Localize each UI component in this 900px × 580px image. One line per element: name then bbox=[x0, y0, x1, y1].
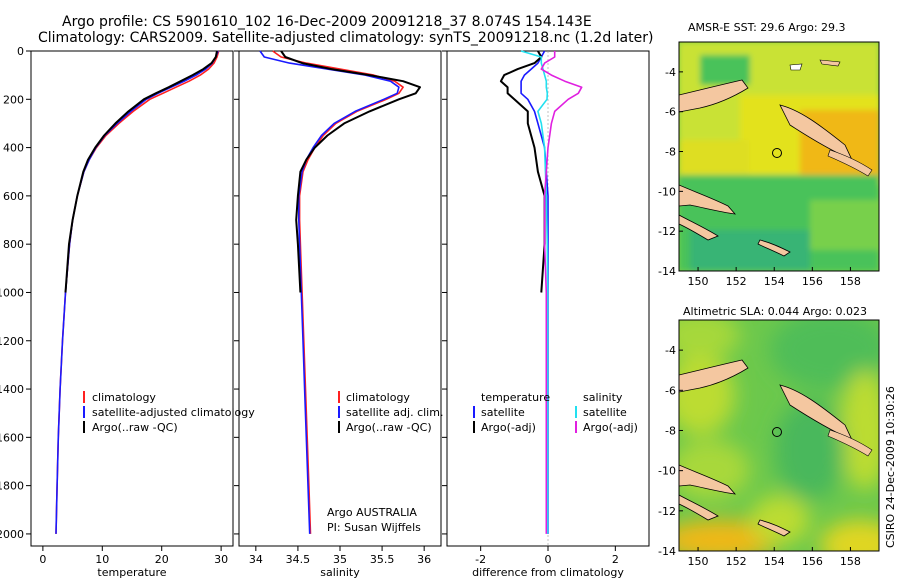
legend-label-climatology: climatology bbox=[92, 391, 156, 404]
sla-map bbox=[679, 320, 879, 551]
map-y-tick-label: -4 bbox=[665, 344, 676, 357]
map-x-tick-label: 152 bbox=[726, 555, 747, 568]
x-tick-label: 10 bbox=[95, 553, 109, 566]
series-line-satellite-adjusted-climatology bbox=[55, 50, 219, 534]
x-tick-label: 34 bbox=[249, 553, 263, 566]
x-tick-label: 35.5 bbox=[370, 553, 395, 566]
legend-label-argo: Argo(..raw -QC) bbox=[346, 421, 432, 434]
map-axes: 150 152 154 156 158 -4 -6 -8 -10 -12 -14 150 152 154 1… bbox=[658, 66, 861, 568]
x-tick-label: 36 bbox=[417, 553, 431, 566]
profile-location-marker bbox=[772, 427, 782, 437]
map-x-tick-label: 158 bbox=[840, 275, 861, 288]
map-x-tick-label: 158 bbox=[840, 555, 861, 568]
x-tick-label: 2 bbox=[612, 553, 619, 566]
y-tick-label: 600 bbox=[3, 190, 24, 203]
profile-location-marker bbox=[772, 148, 782, 158]
y-tick-label: 1200 bbox=[0, 335, 24, 348]
figure-title-line1: Argo profile: CS 5901610_102 16-Dec-2009… bbox=[62, 14, 592, 30]
legend-label-satellite: satellite adj. clim. bbox=[346, 406, 443, 419]
legend-label-satellite: satellite-adjusted climatology bbox=[92, 406, 255, 419]
map-y-tick-label: -4 bbox=[665, 66, 676, 79]
series-line-argo-adj- bbox=[499, 50, 546, 293]
x-axis-label: salinity bbox=[320, 566, 360, 579]
series-line-satellite bbox=[520, 50, 549, 534]
legend-label-temp-satellite: satellite bbox=[481, 406, 525, 419]
x-tick-label: 20 bbox=[155, 553, 169, 566]
map-x-tick-label: 150 bbox=[688, 275, 709, 288]
profile-axes: 0102030temperature0200400600800100012001… bbox=[0, 45, 624, 579]
map-x-tick-label: 156 bbox=[802, 555, 823, 568]
map-x-tick-label: 152 bbox=[726, 275, 747, 288]
y-tick-label: 200 bbox=[3, 93, 24, 106]
map-y-tick-label: -14 bbox=[658, 545, 676, 558]
y-tick-label: 1600 bbox=[0, 431, 24, 444]
pi-credit: PI: Susan Wijffels bbox=[327, 521, 421, 534]
y-tick-label: 800 bbox=[3, 238, 24, 251]
legend-label-sal-satellite: satellite bbox=[583, 406, 627, 419]
series-line-satellite bbox=[520, 50, 549, 534]
y-tick-label: 1800 bbox=[0, 480, 24, 493]
x-axis-label: temperature bbox=[97, 566, 166, 579]
map-y-tick-label: -6 bbox=[665, 384, 676, 397]
map-y-tick-label: -14 bbox=[658, 265, 676, 278]
legend-label-temp-argo: Argo(-adj) bbox=[481, 421, 536, 434]
legend-label-climatology: climatology bbox=[346, 391, 410, 404]
x-tick-label: 34.5 bbox=[286, 553, 311, 566]
sst-map-title: AMSR-E SST: 29.6 Argo: 29.3 bbox=[688, 21, 846, 34]
map-y-tick-label: -12 bbox=[658, 225, 676, 238]
map-x-tick-label: 154 bbox=[764, 555, 785, 568]
x-tick-label: -2 bbox=[475, 553, 486, 566]
map-y-tick-label: -10 bbox=[658, 465, 676, 478]
y-tick-label: 400 bbox=[3, 142, 24, 155]
legend-label-sal-argo: Argo(-adj) bbox=[583, 421, 638, 434]
x-tick-label: 35 bbox=[333, 553, 347, 566]
figure-title-line2: Climatology: CARS2009. Satellite-adjuste… bbox=[38, 30, 653, 46]
x-axis-label: difference from climatology bbox=[472, 566, 624, 579]
sst-map-frame bbox=[678, 41, 880, 272]
map-y-tick-label: -8 bbox=[665, 146, 676, 159]
difference-legend: temperature salinity satellite Argo(-adj… bbox=[473, 391, 638, 434]
salinity-legend: climatology satellite adj. clim. Argo(..… bbox=[327, 391, 443, 534]
series-line-argo-adj- bbox=[540, 51, 583, 534]
map-y-tick-label: -12 bbox=[658, 505, 676, 518]
series-line-climatology bbox=[55, 50, 220, 534]
y-tick-label: 2000 bbox=[0, 528, 24, 541]
map-x-tick-label: 150 bbox=[688, 555, 709, 568]
legend-header-temperature: temperature bbox=[481, 391, 550, 404]
sst-land bbox=[679, 59, 873, 257]
sla-map-title: Altimetric SLA: 0.044 Argo: 0.023 bbox=[683, 305, 867, 318]
y-tick-label: 1400 bbox=[0, 383, 24, 396]
series-line-climatology bbox=[272, 50, 404, 534]
temperature-plot-frame bbox=[30, 50, 234, 547]
temperature-legend: climatology satellite-adjusted climatolo… bbox=[83, 391, 255, 434]
x-tick-label: 0 bbox=[39, 553, 46, 566]
map-y-tick-label: -10 bbox=[658, 185, 676, 198]
legend-header-salinity: salinity bbox=[583, 391, 623, 404]
x-tick-label: 0 bbox=[545, 553, 552, 566]
x-tick-label: 30 bbox=[214, 553, 228, 566]
series-line-argo-raw-qc- bbox=[64, 50, 218, 293]
legend-label-argo: Argo(..raw -QC) bbox=[92, 421, 178, 434]
sla-land bbox=[679, 359, 873, 537]
map-x-tick-label: 156 bbox=[802, 275, 823, 288]
argo-credit: Argo AUSTRALIA bbox=[327, 506, 417, 519]
csiro-timestamp: CSIRO 24-Dec-2009 10:30:26 bbox=[884, 386, 897, 548]
sst-map bbox=[679, 42, 879, 271]
map-x-tick-label: 154 bbox=[764, 275, 785, 288]
map-y-tick-label: -8 bbox=[665, 424, 676, 437]
sla-map-frame bbox=[678, 319, 880, 552]
y-tick-label: 1000 bbox=[0, 286, 24, 299]
series-line-satellite-adj-clim- bbox=[259, 50, 400, 534]
y-tick-label: 0 bbox=[17, 45, 24, 58]
map-y-tick-label: -6 bbox=[665, 106, 676, 119]
series-line-argo-raw-qc- bbox=[280, 50, 421, 293]
profile-series bbox=[55, 50, 583, 534]
sst-field bbox=[679, 42, 879, 271]
